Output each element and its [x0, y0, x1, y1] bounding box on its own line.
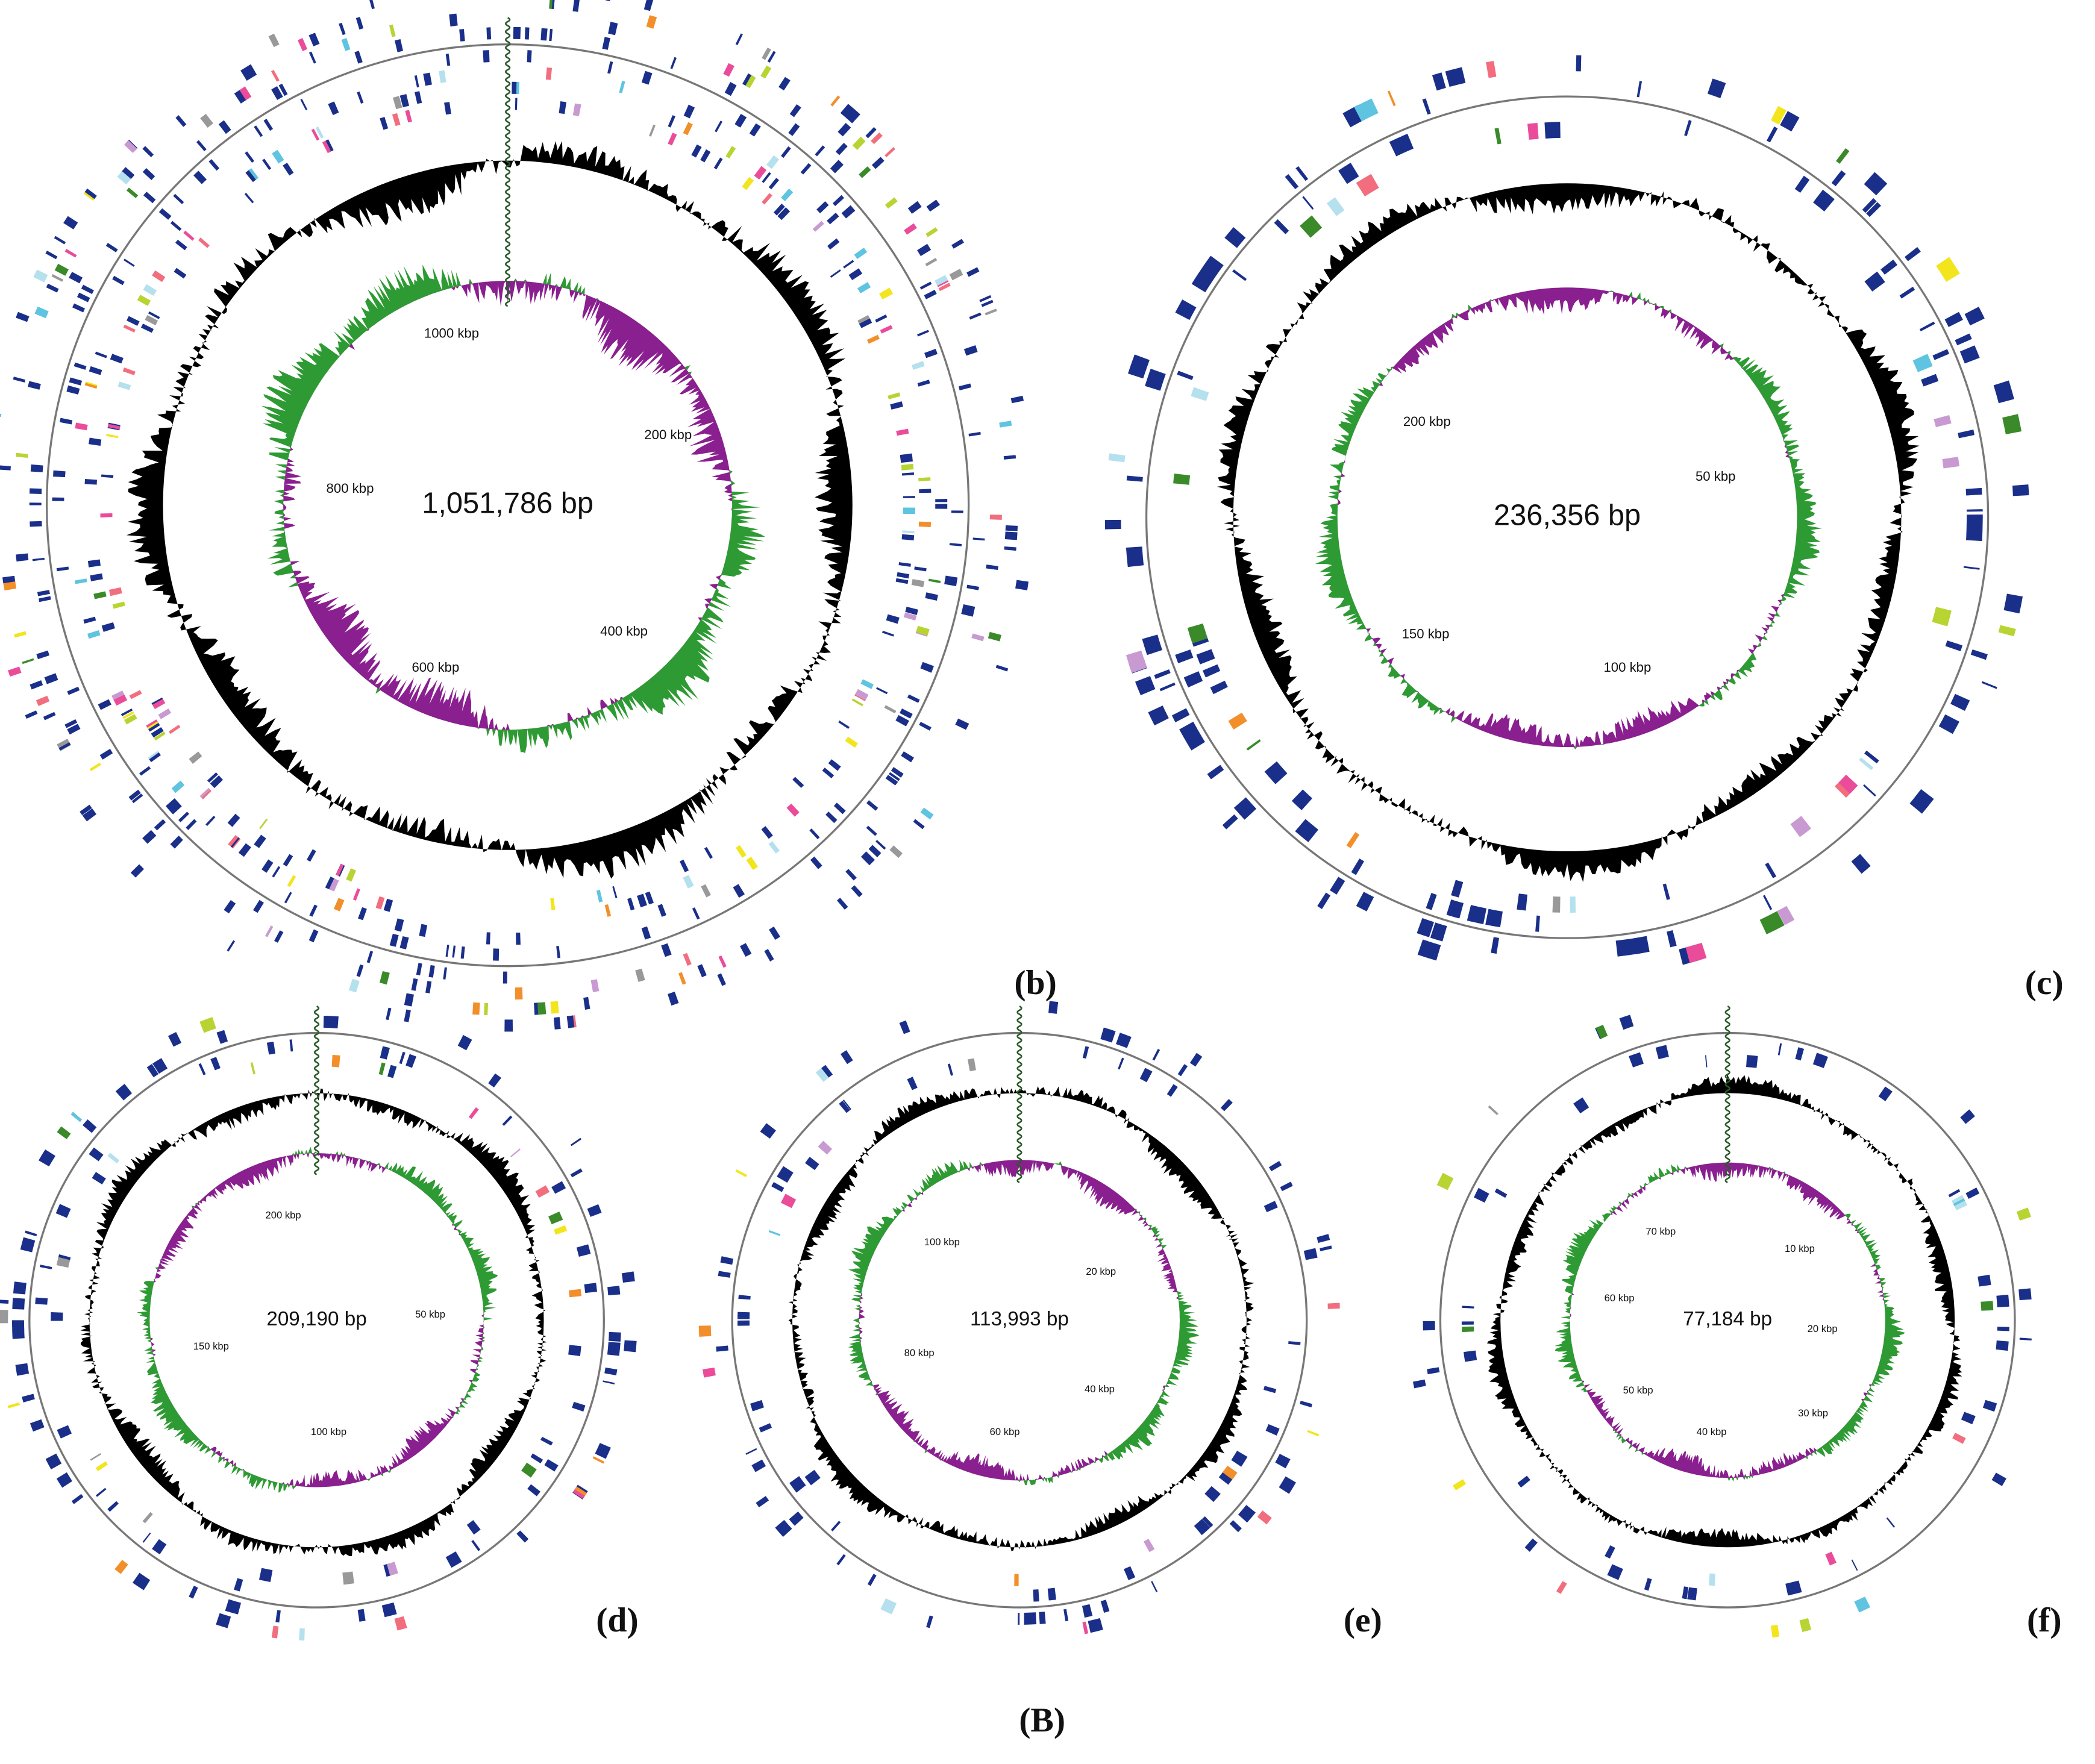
gene-blocks — [199, 1017, 255, 1075]
position-label: 50 kbp — [1623, 1384, 1653, 1396]
figure-label: (B) — [1019, 1701, 1065, 1739]
panel-label: (b) — [1014, 964, 1056, 1002]
gene-blocks — [768, 1230, 781, 1236]
genome-size: 77,184 bp — [1683, 1308, 1772, 1330]
backbone — [45, 43, 970, 968]
position-label: 100 kbp — [311, 1426, 346, 1437]
position-label: 20 kbp — [1086, 1266, 1116, 1277]
genome-map: 77,184 bp 70 kbp 10 kbp 60 kbp 20 kbp 50 kbp 3… — [1412, 1006, 2062, 1639]
genome-map: 209,190 bp 200 kbp 50 kbp 150 kbp 100 kbp (d) — [0, 1006, 639, 1641]
gene-blocks — [1709, 1195, 1968, 1586]
backbone — [1439, 1031, 2016, 1609]
genome-size: 113,993 bp — [970, 1308, 1069, 1330]
genome-size: 236,356 bp — [1494, 499, 1641, 532]
origin-line — [313, 1006, 320, 1175]
gene-blocks — [1257, 1303, 1340, 1525]
position-label: 100 kbp — [924, 1236, 960, 1248]
position-label: 100 kbp — [1603, 660, 1651, 675]
gene-blocks — [36, 67, 1002, 1028]
gene-blocks — [1488, 1105, 1498, 1115]
gene-blocks — [1453, 1479, 1780, 1638]
gene-blocks — [1932, 607, 2016, 637]
position-label: 40 kbp — [1697, 1426, 1727, 1437]
gene-blocks — [70, 1112, 83, 1122]
position-label: 50 kbp — [1696, 469, 1736, 484]
genome-size: 209,190 bp — [266, 1308, 366, 1330]
position-label: 150 kbp — [1402, 627, 1450, 642]
gene-blocks — [1126, 414, 1959, 925]
position-label: 70 kbp — [1646, 1225, 1676, 1237]
position-label: 60 kbp — [1605, 1292, 1635, 1304]
genome-map: 1,051,786 bp 1000 kbp 200 kbp 800 kbp 400 kb… — [0, 0, 1057, 1032]
gene-blocks — [386, 1148, 521, 1576]
origin-line — [1016, 1006, 1022, 1184]
gene-blocks — [107, 1153, 305, 1641]
gene-blocks — [967, 1058, 976, 1072]
position-label: 1000 kbp — [424, 326, 479, 341]
gene-blocks — [1552, 896, 1561, 913]
gene-blocks — [271, 1185, 550, 1639]
position-label: 200 kbp — [266, 1210, 301, 1221]
gene-blocks — [1825, 1551, 1837, 1566]
position-label: 200 kbp — [1403, 414, 1451, 429]
position-label: 80 kbp — [904, 1347, 935, 1359]
genome-map: 113,993 bp 100 kbp 20 kbp 80 kbp 40 kbp 60 kb… — [698, 1001, 1382, 1639]
gene-blocks — [1771, 105, 1960, 282]
backbone — [28, 1031, 605, 1609]
position-label: 200 kbp — [644, 427, 692, 442]
panel-label: (f) — [2027, 1601, 2062, 1639]
position-label: 40 kbp — [1085, 1383, 1115, 1395]
panel-label: (c) — [2025, 964, 2064, 1002]
position-label: 50 kbp — [415, 1309, 445, 1320]
backbone — [1145, 95, 1990, 939]
genome-map: 236,356 bp 200 kbp 50 kbp 150 kbp 100 kbp (c) — [1104, 55, 2064, 1002]
position-label: 20 kbp — [1808, 1323, 1838, 1334]
gene-blocks — [33, 70, 948, 993]
position-label: 600 kbp — [412, 660, 459, 675]
genome-size: 1,051,786 bp — [422, 487, 593, 520]
panel-label: (e) — [1344, 1601, 1382, 1639]
panel-label: (d) — [596, 1601, 638, 1639]
position-label: 150 kbp — [193, 1340, 229, 1352]
origin-line — [1724, 1006, 1730, 1184]
position-label: 400 kbp — [600, 624, 648, 639]
position-label: 10 kbp — [1785, 1243, 1815, 1254]
position-label: 30 kbp — [1798, 1407, 1828, 1419]
position-label: 60 kbp — [990, 1426, 1020, 1437]
origin-line — [505, 17, 511, 307]
backbone — [731, 1031, 1308, 1609]
position-label: 800 kbp — [327, 481, 374, 496]
